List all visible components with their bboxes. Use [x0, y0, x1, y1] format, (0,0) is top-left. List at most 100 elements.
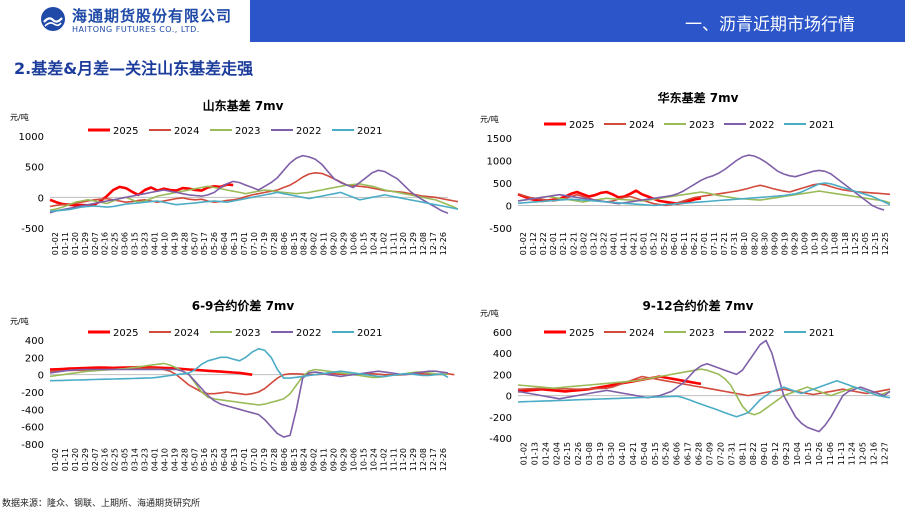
series-line-2025 [49, 365, 253, 376]
x-tick-label: 09-19 [780, 232, 789, 255]
x-tick-label: 05-07 [190, 232, 199, 255]
y-tick-label: 200 [25, 353, 44, 364]
x-tick-label: 09-11 [320, 232, 329, 255]
y-tick-label: 600 [493, 328, 512, 339]
x-tick-label: 08-30 [760, 232, 769, 255]
legend-label: 2022 [749, 328, 774, 339]
x-tick-label: 11-02 [379, 232, 388, 255]
x-tick-label: 02-01 [549, 232, 558, 255]
x-tick-label: 12-26 [439, 232, 448, 255]
x-tick-label: 04-10 [618, 442, 627, 465]
x-tick-label: 11-11 [389, 448, 398, 471]
x-tick-label: 11-29 [409, 448, 418, 471]
series-line-2022 [517, 339, 891, 433]
x-tick-label: 06-28 [695, 442, 704, 465]
x-tick-label: 11-24 [848, 442, 857, 465]
chart-svg: 山东基差 7mv 元/吨 -500 0 500 1000 01-02 01-11 01-20 01… [10, 98, 462, 255]
x-tick-label: 08-15 [290, 232, 299, 255]
y-tick-label: 1500 [487, 134, 512, 145]
x-tick-label: 11-20 [399, 448, 408, 471]
x-tick-label: 08-10 [740, 232, 749, 255]
series-line-2021 [49, 191, 461, 213]
y-tick-label: -800 [21, 440, 44, 451]
y-tick-label: 500 [25, 163, 44, 174]
legend-label: 2025 [569, 328, 594, 339]
x-tick-label: 09-29 [340, 232, 349, 255]
y-tick-label: 1000 [487, 157, 512, 168]
x-tick-label: 01-20 [71, 232, 80, 255]
x-tick-label: 09-01 [760, 442, 769, 465]
x-tick-label: 09-20 [330, 232, 339, 255]
x-tick-label: 04-21 [629, 442, 638, 465]
x-tick-label: 10-15 [804, 442, 813, 465]
x-tick-label: 06-21 [690, 232, 699, 255]
x-tick-label: 12-16 [870, 442, 879, 465]
x-tick-label: 07-01 [240, 448, 249, 471]
x-tick-label: 07-10 [250, 448, 259, 471]
x-tick-label: 06-04 [220, 448, 229, 471]
x-tick-label: 04-28 [180, 232, 189, 255]
x-tick-label: 02-16 [101, 232, 110, 255]
x-tick-label: 09-20 [330, 448, 339, 471]
legend-label: 2024 [174, 328, 199, 339]
x-tick-label: 09-09 [770, 232, 779, 255]
x-tick-label: 02-11 [559, 232, 568, 255]
x-tick-label: 10-24 [369, 232, 378, 255]
x-tick-label: 01-22 [539, 232, 548, 255]
x-tick-label: 06-13 [230, 232, 239, 255]
x-tick-label: 08-22 [749, 442, 758, 465]
x-tick-label: 06-06 [673, 442, 682, 465]
x-tick-label: 03-22 [599, 232, 608, 255]
x-tick-label: 08-15 [290, 448, 299, 471]
x-tick-label: 04-11 [620, 232, 629, 255]
x-tick-label: 12-17 [429, 232, 438, 255]
x-tick-label: 05-12 [650, 232, 659, 255]
x-tick-label: 05-15 [651, 442, 660, 465]
x-tick-label: 03-23 [141, 232, 150, 255]
x-tick-label: 01-29 [81, 448, 90, 471]
chart-9-12-spread: 9-12合约价差 7mv 元/吨 -400 -200 0 200 400 600 01-02 01… [478, 296, 898, 496]
legend-label: 2024 [629, 120, 654, 131]
legend-label: 2023 [235, 328, 260, 339]
chart-title: 6-9合约价差 7mv [192, 298, 295, 313]
x-tick-label: 04-10 [160, 232, 169, 255]
x-tick-label: 06-13 [230, 448, 239, 471]
x-tick-label: 11-11 [389, 232, 398, 255]
series-line-2021 [517, 380, 891, 418]
x-tick-label: 03-06 [121, 232, 130, 255]
series-line-2024 [517, 183, 891, 207]
x-tick-label: 09-23 [782, 442, 791, 465]
x-tick-label: 07-28 [270, 232, 279, 255]
chart-east-china-basis: 华东基差 7mv 元/吨 -500 0 500 1000 1500 01-02 01-12 01-… [478, 90, 898, 290]
y-tick-label: -500 [489, 224, 512, 235]
legend-label: 2021 [357, 126, 382, 137]
x-tick-label: 01-12 [529, 232, 538, 255]
x-tick-label: 10-09 [801, 232, 810, 255]
x-tick-label: 06-11 [680, 232, 689, 255]
y-axis-label: 元/吨 [10, 316, 29, 326]
chart-title: 华东基差 7mv [658, 92, 739, 105]
x-tick-label: 08-06 [280, 448, 289, 471]
x-tick-label: 05-04 [640, 442, 649, 465]
x-tick-label: 04-19 [170, 232, 179, 255]
x-tick-label: 10-26 [815, 442, 824, 465]
x-tick-label: 03-08 [585, 442, 594, 465]
series-line-2025 [49, 183, 234, 207]
x-tick-label: 04-01 [150, 448, 159, 471]
x-tick-label: 02-21 [569, 232, 578, 255]
slide-heading: 2.基差&月差—关注山东基差走强 [14, 59, 254, 78]
x-tick-label: 04-21 [630, 232, 639, 255]
x-tick-label: 10-29 [821, 232, 830, 255]
x-tick-label: 03-05 [121, 448, 130, 471]
x-tick-label: 07-10 [250, 232, 259, 255]
y-tick-label: 0 [506, 202, 512, 213]
x-tick-label: 06-04 [220, 232, 229, 255]
x-tick-label: 10-19 [811, 232, 820, 255]
y-tick-label: 0 [506, 392, 512, 403]
legend-label: 2022 [296, 328, 321, 339]
x-tick-label: 07-19 [260, 232, 269, 255]
x-tick-label: 12-08 [419, 448, 428, 471]
legend-label: 2024 [174, 126, 199, 137]
legend-label: 2021 [809, 328, 834, 339]
x-tick-label: 05-16 [200, 448, 209, 471]
